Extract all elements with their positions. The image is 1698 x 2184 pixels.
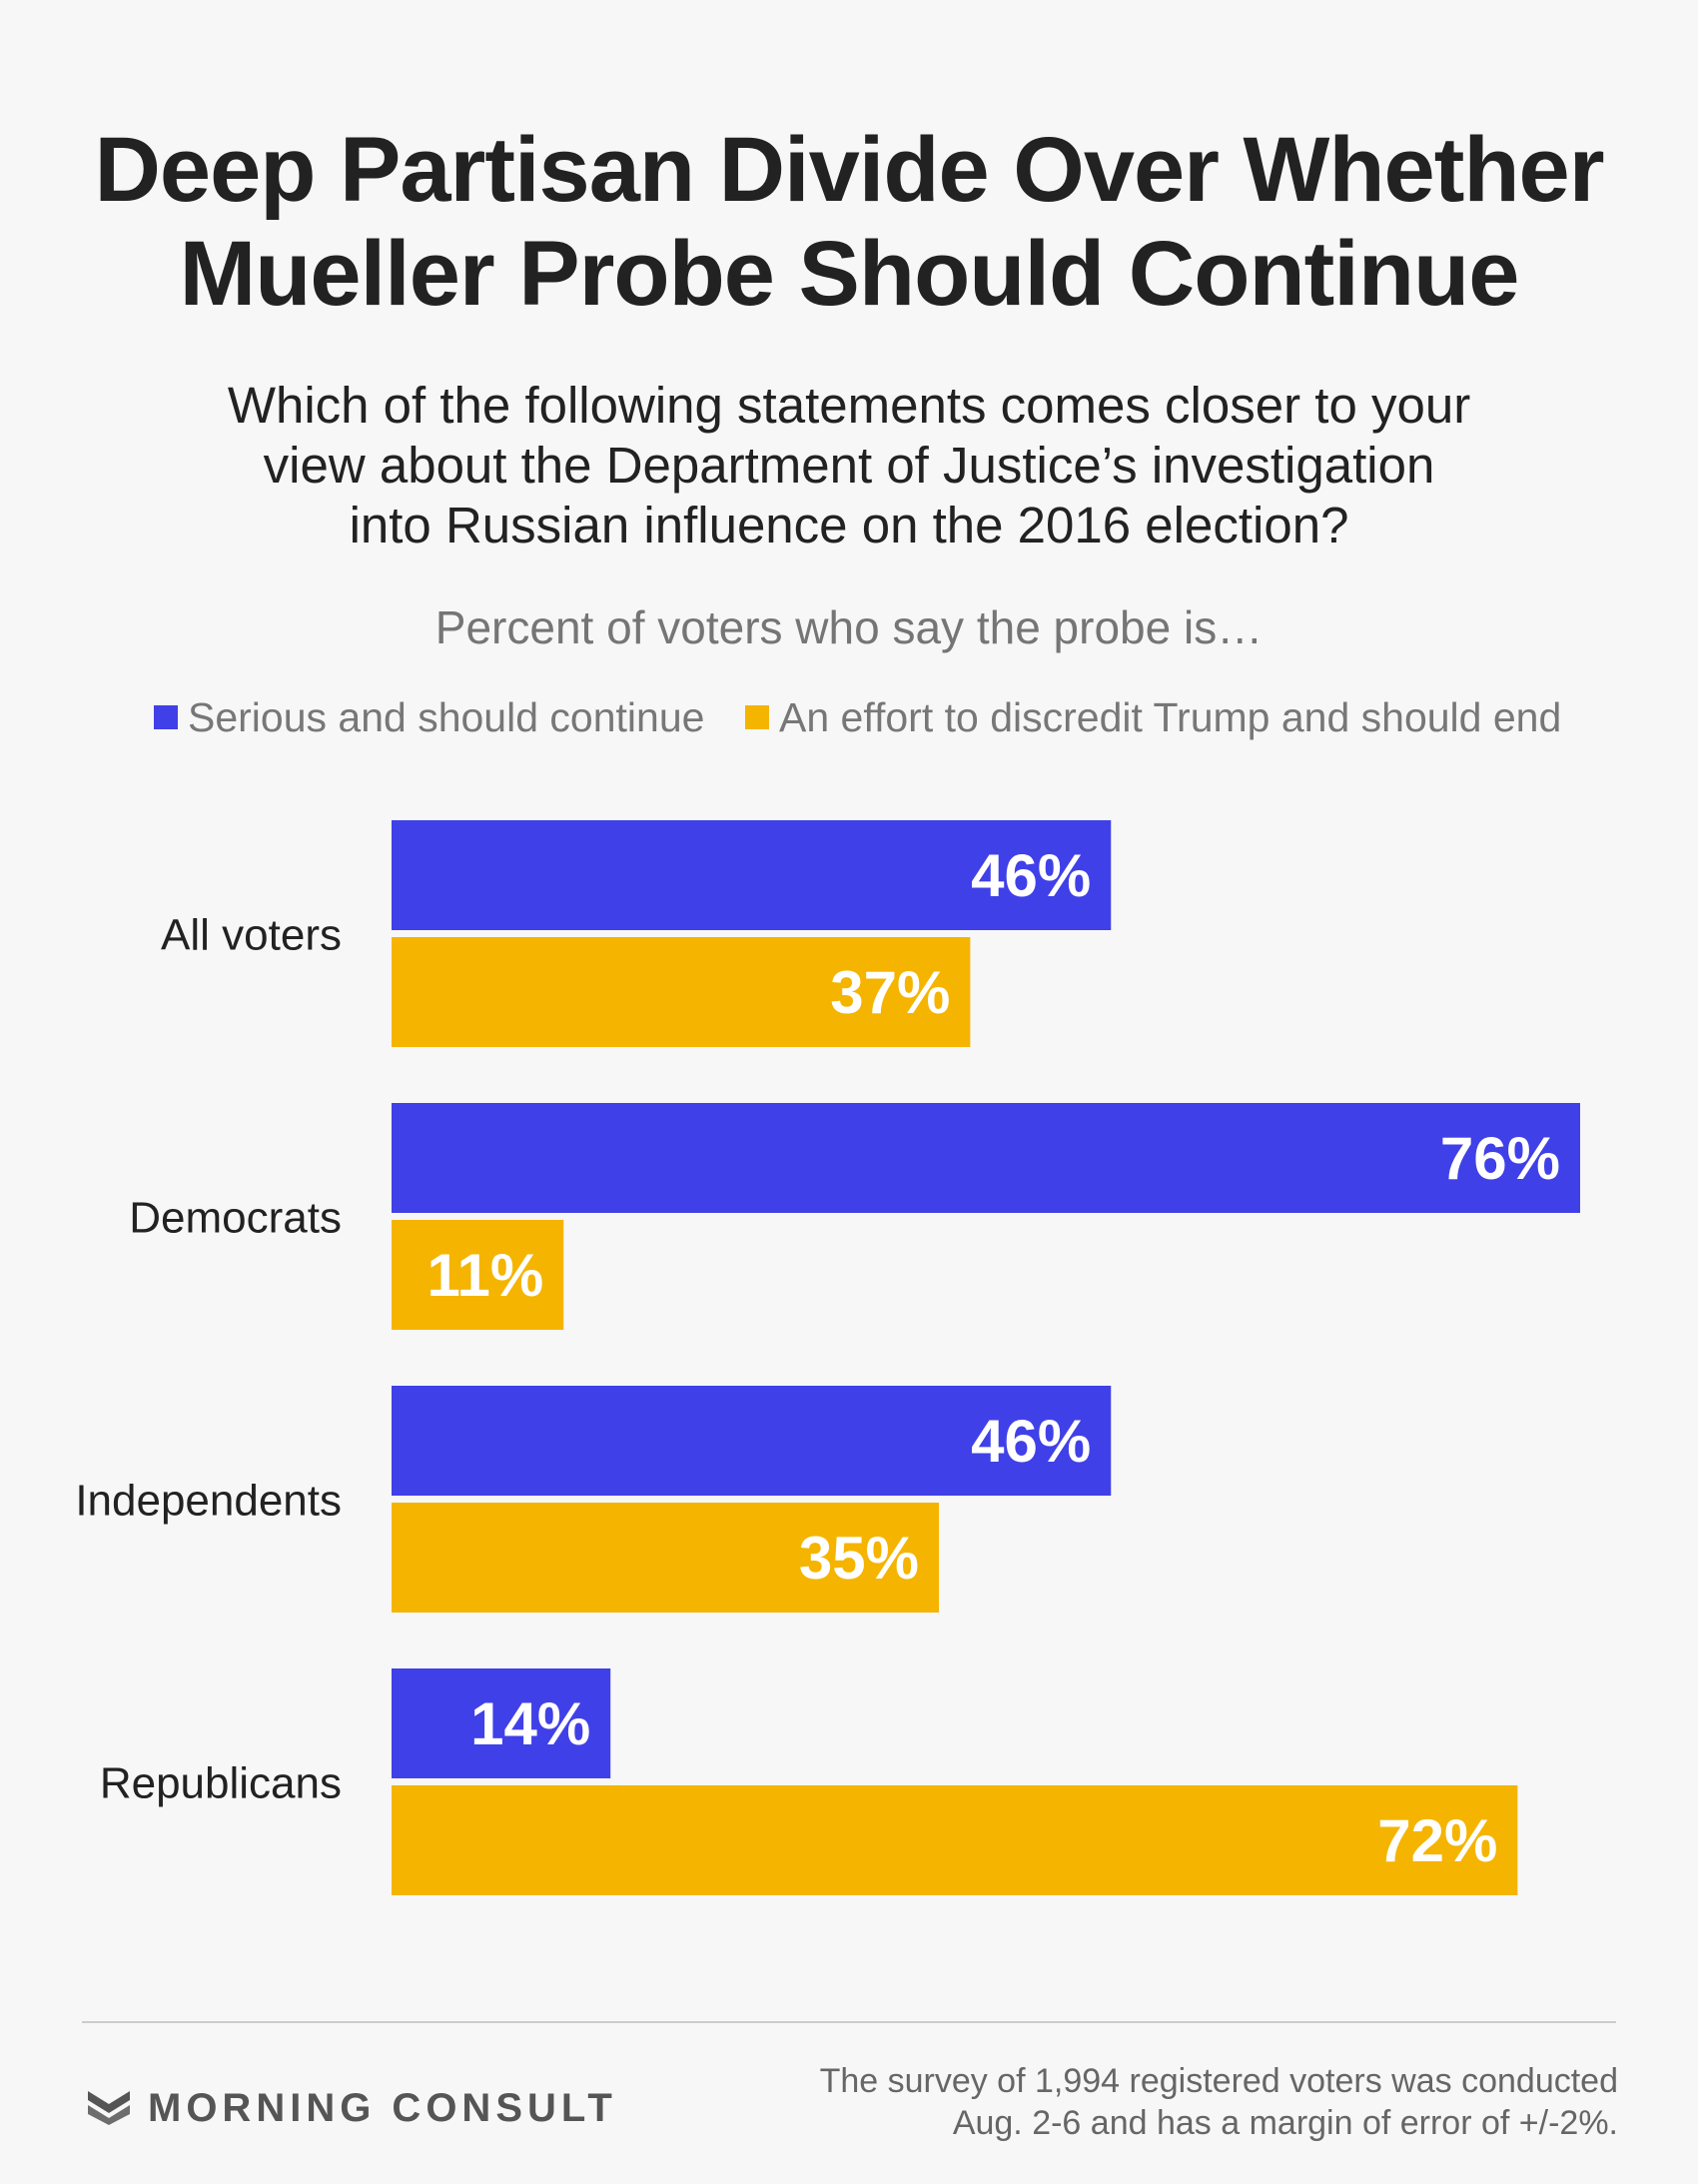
value-label-all-voters-continue: 46% (971, 842, 1091, 909)
value-label-democrats-continue: 76% (1440, 1125, 1560, 1192)
bar-independents-continue (392, 1386, 1112, 1496)
category-label-democrats: Democrats (129, 1194, 342, 1243)
value-label-republicans-continue: 14% (470, 1690, 590, 1757)
survey-question: Which of the following statements comes … (100, 376, 1598, 555)
chart-title-line-1: Deep Partisan Divide Over Whether (94, 119, 1604, 221)
legend-swatch-continue (154, 705, 178, 729)
chart-title: Deep Partisan Divide Over Whether Muelle… (40, 118, 1658, 326)
bar-chart: All voters 46% 37% Democrats 76% 11% Independe… (75, 820, 1580, 1895)
survey-question-line-2: view about the Department of Justice’s i… (263, 437, 1435, 494)
bar-all-voters-continue (392, 820, 1112, 930)
bar-democrats-continue (392, 1103, 1580, 1213)
category-label-republicans: Republicans (100, 1759, 342, 1808)
value-label-independents-continue: 46% (971, 1408, 1091, 1475)
bar-republicans-end (392, 1785, 1518, 1895)
footnote-line-2: Aug. 2-6 and has a margin of error of +/… (952, 2104, 1618, 2142)
survey-question-line-1: Which of the following statements comes … (227, 377, 1471, 434)
value-label-republicans-end: 72% (1377, 1807, 1497, 1874)
bar-all-voters-end (392, 937, 971, 1047)
morning-consult-logo-icon (88, 2091, 130, 2125)
category-label-independents: Independents (75, 1477, 342, 1526)
bar-independents-end (392, 1503, 940, 1613)
survey-question-line-3: into Russian influence on the 2016 elect… (349, 497, 1349, 553)
value-label-independents-end: 35% (799, 1525, 919, 1592)
value-label-democrats-end: 11% (426, 1242, 543, 1309)
footnote: The survey of 1,994 registered voters wa… (719, 2060, 1618, 2144)
footer-divider (82, 2021, 1616, 2023)
chart-title-line-2: Mueller Probe Should Continue (179, 223, 1520, 325)
legend-swatch-end (745, 705, 769, 729)
legend-label-continue: Serious and should continue (188, 693, 705, 740)
brand-name: MORNING CONSULT (148, 2085, 617, 2130)
category-label-all-voters: All voters (161, 911, 342, 960)
footnote-line-1: The survey of 1,994 registered voters wa… (819, 2062, 1618, 2100)
brand: MORNING CONSULT (88, 2080, 617, 2136)
chart-subtitle: Percent of voters who say the probe is… (434, 601, 1264, 653)
value-label-all-voters-end: 37% (830, 959, 950, 1026)
bar-republicans-continue (392, 1668, 611, 1778)
legend-item-continue: Serious and should continue (154, 691, 704, 743)
legend-label-end: An effort to discredit Trump and should … (779, 693, 1562, 740)
legend: Serious and should continue An effort to… (0, 691, 1698, 743)
bar-democrats-end (392, 1220, 564, 1330)
legend-item-end: An effort to discredit Trump and should … (745, 691, 1561, 743)
